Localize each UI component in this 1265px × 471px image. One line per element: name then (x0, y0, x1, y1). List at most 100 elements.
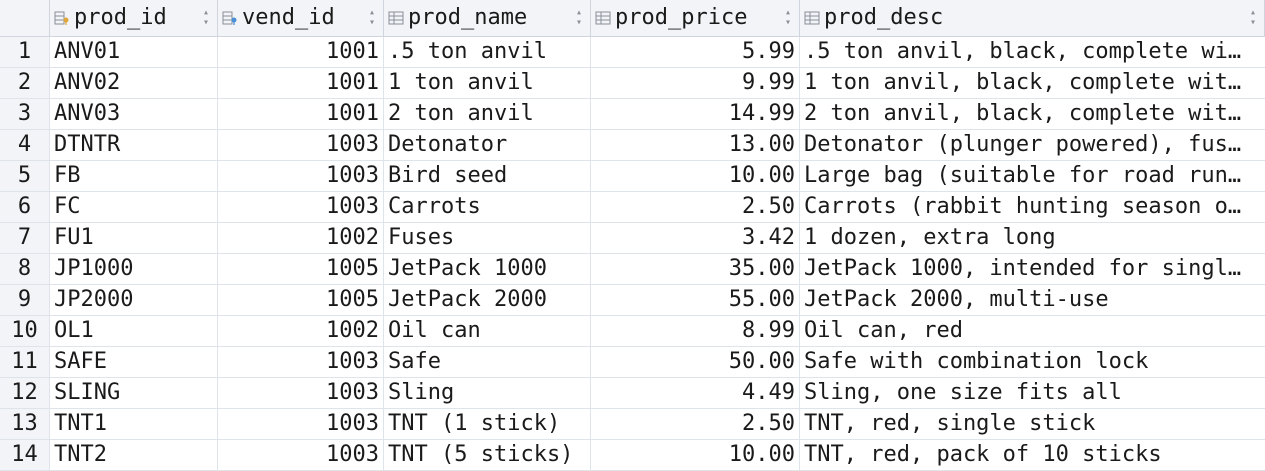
column-header-vend-id[interactable]: vend_id ▴ ▾ (218, 0, 384, 36)
cell-prod-id[interactable]: ANV03 (50, 99, 218, 129)
row-number[interactable]: 1 (0, 37, 50, 67)
cell-vend-id[interactable]: 1001 (218, 68, 384, 98)
table-row[interactable]: 12 SLING 1003 Sling 4.49 Sling, one size fits… (0, 378, 1265, 409)
cell-vend-id[interactable]: 1003 (218, 440, 384, 470)
cell-prod-id[interactable]: SAFE (50, 347, 218, 377)
cell-prod-name[interactable]: 2 ton anvil (384, 99, 591, 129)
column-header-prod-desc[interactable]: prod_desc ▴ ▾ (800, 0, 1265, 36)
cell-prod-id[interactable]: TNT2 (50, 440, 218, 470)
row-number[interactable]: 8 (0, 254, 50, 284)
row-number[interactable]: 11 (0, 347, 50, 377)
row-number[interactable]: 12 (0, 378, 50, 408)
cell-prod-name[interactable]: Carrots (384, 192, 591, 222)
row-number[interactable]: 3 (0, 99, 50, 129)
cell-prod-desc[interactable]: Sling, one size fits all (804, 380, 1122, 405)
table-row[interactable]: 6 FC 1003 Carrots 2.50 Carrots (rabbit huntin… (0, 192, 1265, 223)
cell-prod-desc[interactable]: 2 ton anvil, black, complete wit… (804, 101, 1242, 126)
cell-prod-desc[interactable]: Safe with combination lock (804, 349, 1149, 374)
sort-icon[interactable]: ▴ ▾ (575, 7, 582, 28)
cell-prod-name[interactable]: .5 ton anvil (384, 37, 591, 67)
cell-prod-id[interactable]: FU1 (50, 223, 218, 253)
row-number[interactable]: 13 (0, 409, 50, 439)
cell-prod-name[interactable]: Oil can (384, 316, 591, 346)
cell-prod-price[interactable]: 13.00 (591, 130, 800, 160)
cell-vend-id[interactable]: 1001 (218, 99, 384, 129)
cell-prod-price[interactable]: 14.99 (591, 99, 800, 129)
table-row[interactable]: 7 FU1 1002 Fuses 3.42 1 dozen, extra long (0, 223, 1265, 254)
table-row[interactable]: 11 SAFE 1003 Safe 50.00 Safe with combination… (0, 347, 1265, 378)
cell-prod-name[interactable]: 1 ton anvil (384, 68, 591, 98)
row-number[interactable]: 7 (0, 223, 50, 253)
cell-prod-price[interactable]: 35.00 (591, 254, 800, 284)
cell-prod-price[interactable]: 4.49 (591, 378, 800, 408)
row-number[interactable]: 10 (0, 316, 50, 346)
cell-vend-id[interactable]: 1003 (218, 347, 384, 377)
cell-prod-id[interactable]: FB (50, 161, 218, 191)
cell-prod-name[interactable]: Detonator (384, 130, 591, 160)
table-row[interactable]: 10 OL1 1002 Oil can 8.99 Oil can, red (0, 316, 1265, 347)
cell-prod-name[interactable]: Sling (384, 378, 591, 408)
cell-prod-id[interactable]: OL1 (50, 316, 218, 346)
cell-vend-id[interactable]: 1005 (218, 285, 384, 315)
cell-prod-name[interactable]: JetPack 2000 (384, 285, 591, 315)
cell-prod-price[interactable]: 2.50 (591, 409, 800, 439)
sort-icon[interactable]: ▴ ▾ (368, 7, 375, 28)
cell-vend-id[interactable]: 1003 (218, 378, 384, 408)
cell-prod-name[interactable]: Bird seed (384, 161, 591, 191)
table-row[interactable]: 3 ANV03 1001 2 ton anvil 14.99 2 ton anvil, b… (0, 99, 1265, 130)
cell-prod-price[interactable]: 50.00 (591, 347, 800, 377)
column-header-prod-id[interactable]: prod_id ▴ ▾ (50, 0, 218, 36)
cell-prod-price[interactable]: 55.00 (591, 285, 800, 315)
cell-prod-desc[interactable]: .5 ton anvil, black, complete wi… (804, 39, 1242, 64)
cell-vend-id[interactable]: 1002 (218, 316, 384, 346)
cell-prod-id[interactable]: ANV01 (50, 37, 218, 67)
table-row[interactable]: 4 DTNTR 1003 Detonator 13.00 Detonator (plung… (0, 130, 1265, 161)
row-number-header[interactable] (0, 0, 50, 36)
cell-prod-id[interactable]: JP1000 (50, 254, 218, 284)
cell-vend-id[interactable]: 1003 (218, 409, 384, 439)
table-row[interactable]: 2 ANV02 1001 1 ton anvil 9.99 1 ton anvil, bl… (0, 68, 1265, 99)
cell-prod-price[interactable]: 3.42 (591, 223, 800, 253)
cell-vend-id[interactable]: 1001 (218, 37, 384, 67)
row-number[interactable]: 14 (0, 440, 50, 470)
cell-prod-id[interactable]: TNT1 (50, 409, 218, 439)
cell-prod-id[interactable]: FC (50, 192, 218, 222)
row-number[interactable]: 5 (0, 161, 50, 191)
column-header-prod-price[interactable]: prod_price ▴ ▾ (591, 0, 800, 36)
cell-prod-price[interactable]: 2.50 (591, 192, 800, 222)
sort-icon[interactable]: ▴ ▾ (202, 7, 209, 28)
table-row[interactable]: 13 TNT1 1003 TNT (1 stick) 2.50 TNT, red, sin… (0, 409, 1265, 440)
cell-prod-id[interactable]: ANV02 (50, 68, 218, 98)
cell-vend-id[interactable]: 1002 (218, 223, 384, 253)
cell-vend-id[interactable]: 1003 (218, 161, 384, 191)
cell-prod-name[interactable]: Fuses (384, 223, 591, 253)
cell-prod-name[interactable]: TNT (5 sticks) (384, 440, 591, 470)
cell-prod-price[interactable]: 5.99 (591, 37, 800, 67)
row-number[interactable]: 2 (0, 68, 50, 98)
row-number[interactable]: 4 (0, 130, 50, 160)
cell-prod-desc[interactable]: TNT, red, pack of 10 sticks (804, 442, 1162, 467)
table-row[interactable]: 5 FB 1003 Bird seed 10.00 Large bag (suitable… (0, 161, 1265, 192)
cell-prod-price[interactable]: 10.00 (591, 440, 800, 470)
table-row[interactable]: 8 JP1000 1005 JetPack 1000 35.00 JetPack 1000… (0, 254, 1265, 285)
cell-prod-price[interactable]: 9.99 (591, 68, 800, 98)
row-number[interactable]: 9 (0, 285, 50, 315)
cell-prod-desc[interactable]: Detonator (plunger powered), fus… (804, 132, 1242, 157)
cell-prod-id[interactable]: JP2000 (50, 285, 218, 315)
sort-icon[interactable]: ▴ ▾ (1249, 7, 1256, 28)
table-row[interactable]: 1 ANV01 1001.5 ton anvil 5.99.5 ton anvil, … (0, 37, 1265, 68)
cell-prod-price[interactable]: 10.00 (591, 161, 800, 191)
table-row[interactable]: 14 TNT2 1003 TNT (5 sticks) 10.00 TNT, red, p… (0, 440, 1265, 471)
cell-prod-desc[interactable]: Oil can, red (804, 318, 963, 343)
cell-prod-desc[interactable]: TNT, red, single stick (804, 411, 1096, 436)
cell-prod-desc[interactable]: Carrots (rabbit hunting season o… (804, 194, 1242, 219)
cell-prod-desc[interactable]: Large bag (suitable for road run… (804, 163, 1242, 188)
cell-prod-desc[interactable]: 1 ton anvil, black, complete wit… (804, 70, 1242, 95)
cell-prod-name[interactable]: JetPack 1000 (384, 254, 591, 284)
cell-prod-desc[interactable]: JetPack 1000, intended for singl… (804, 256, 1242, 281)
cell-prod-name[interactable]: Safe (384, 347, 591, 377)
cell-prod-desc[interactable]: 1 dozen, extra long (804, 225, 1056, 250)
cell-prod-id[interactable]: SLING (50, 378, 218, 408)
cell-vend-id[interactable]: 1003 (218, 192, 384, 222)
